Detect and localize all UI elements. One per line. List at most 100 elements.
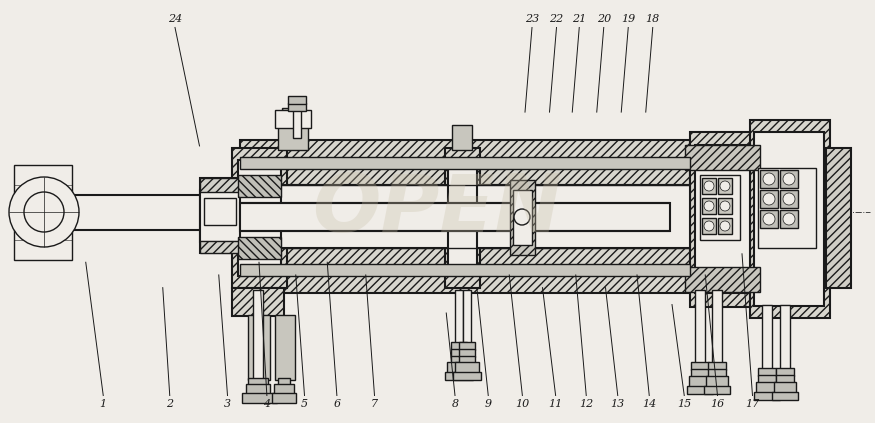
Bar — [238, 237, 281, 259]
Bar — [238, 160, 281, 276]
Bar — [14, 165, 72, 260]
Bar — [445, 148, 480, 288]
Bar — [253, 290, 263, 380]
Circle shape — [720, 181, 730, 191]
Bar — [272, 393, 296, 403]
Text: 24: 24 — [168, 14, 182, 24]
Bar — [238, 175, 281, 197]
Text: 18: 18 — [646, 14, 660, 24]
Bar — [776, 368, 794, 376]
Text: 6: 6 — [333, 399, 340, 409]
Bar — [200, 241, 240, 253]
Circle shape — [704, 181, 714, 191]
Bar — [288, 96, 306, 104]
Bar — [200, 190, 240, 242]
Circle shape — [514, 209, 530, 225]
Text: 2: 2 — [166, 399, 173, 409]
Bar — [758, 368, 776, 376]
Bar — [240, 203, 670, 231]
Bar — [242, 393, 277, 403]
Bar — [700, 175, 740, 240]
Bar — [776, 375, 794, 383]
Bar — [685, 145, 760, 170]
Bar — [275, 315, 295, 380]
Text: 3: 3 — [224, 399, 231, 409]
Circle shape — [704, 201, 714, 211]
Bar — [455, 290, 463, 345]
Bar — [282, 108, 304, 126]
Text: 22: 22 — [550, 14, 564, 24]
Bar — [240, 185, 690, 248]
Bar — [451, 349, 467, 357]
Bar — [240, 140, 690, 185]
Text: 4: 4 — [263, 399, 270, 409]
Bar — [275, 110, 311, 128]
Bar — [687, 386, 713, 394]
Text: 14: 14 — [642, 399, 656, 409]
Text: 5: 5 — [301, 399, 308, 409]
Bar — [754, 392, 780, 400]
Bar — [240, 157, 690, 169]
Bar — [712, 290, 722, 365]
Circle shape — [704, 221, 714, 231]
Text: 12: 12 — [579, 399, 593, 409]
Bar — [232, 288, 284, 316]
Bar — [689, 376, 711, 388]
Bar — [453, 372, 481, 380]
Bar — [704, 386, 730, 394]
Bar — [685, 267, 760, 292]
Bar — [780, 190, 798, 208]
Text: 19: 19 — [621, 14, 635, 24]
Bar — [690, 132, 755, 307]
Text: 15: 15 — [677, 399, 691, 409]
Bar — [706, 376, 728, 388]
Bar — [718, 218, 732, 234]
Bar — [278, 378, 290, 386]
Circle shape — [9, 177, 79, 247]
Bar — [695, 290, 705, 365]
Bar — [691, 369, 709, 377]
Bar — [232, 148, 287, 288]
Bar — [274, 384, 294, 394]
Bar — [448, 160, 477, 276]
Text: 21: 21 — [572, 14, 586, 24]
Circle shape — [783, 213, 795, 225]
Bar — [826, 148, 851, 288]
Bar — [760, 170, 778, 188]
Bar — [718, 178, 732, 194]
Bar — [780, 210, 798, 228]
Bar — [451, 356, 467, 364]
Bar — [445, 372, 473, 380]
Bar — [240, 264, 690, 276]
Bar — [463, 290, 471, 345]
Text: 20: 20 — [597, 14, 611, 24]
Bar — [780, 170, 798, 188]
Bar — [447, 362, 471, 374]
Circle shape — [24, 192, 64, 232]
Bar — [780, 305, 790, 370]
Circle shape — [763, 193, 775, 205]
Bar — [459, 349, 475, 357]
Circle shape — [763, 173, 775, 185]
Text: 9: 9 — [485, 399, 492, 409]
Bar — [455, 362, 479, 374]
Text: 17: 17 — [746, 399, 760, 409]
Bar — [200, 178, 240, 192]
Bar — [459, 342, 475, 350]
Bar — [750, 120, 830, 318]
Bar — [702, 178, 716, 194]
Bar — [708, 362, 726, 370]
Text: 23: 23 — [525, 14, 539, 24]
Bar — [760, 190, 778, 208]
Bar — [702, 218, 716, 234]
Bar — [204, 198, 236, 225]
Bar — [513, 190, 532, 245]
Circle shape — [763, 213, 775, 225]
Bar — [708, 369, 726, 377]
Bar — [240, 248, 690, 293]
Bar — [451, 342, 467, 350]
Text: 1: 1 — [100, 399, 107, 409]
Bar — [278, 125, 308, 150]
Circle shape — [783, 173, 795, 185]
Bar — [718, 198, 732, 214]
